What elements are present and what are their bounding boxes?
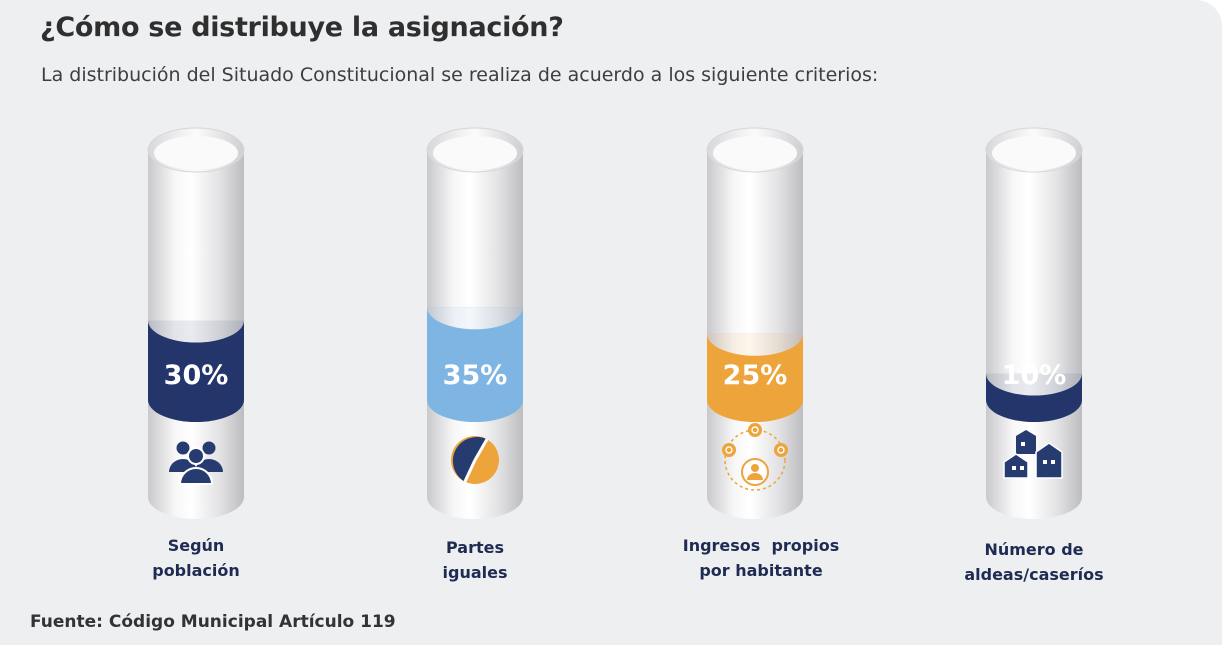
person-head: [202, 441, 216, 455]
category-label: iguales: [443, 563, 508, 582]
data-label: 10%: [1002, 360, 1067, 391]
bar-top-shade: [986, 373, 1082, 396]
cylinder-group: 10% Número de aldeas/caseríos: [964, 127, 1104, 584]
category-label: Según: [168, 536, 225, 555]
pie-divider: [473, 438, 489, 461]
cylinder-opening: [154, 136, 238, 170]
bar: [707, 333, 803, 422]
coin-mark: [777, 446, 785, 454]
house-right: [1035, 442, 1063, 479]
cylinder-base: [148, 475, 244, 519]
cylinder-group: 25% Ingresos propios por habitante: [683, 127, 840, 580]
network-ring: [724, 429, 786, 491]
page-title: ¿Cómo se distribuye la asignación?: [40, 12, 564, 43]
category-label: aldeas/caseríos: [964, 565, 1103, 584]
house-back: [1016, 430, 1036, 454]
cylinder-opening: [433, 136, 517, 170]
person-head: [176, 441, 190, 455]
pie-chart-icon: [451, 436, 499, 484]
people-icon: [169, 441, 223, 485]
cylinder-group: 35% Partes iguales: [426, 127, 524, 582]
source-note: Fuente: Código Municipal Artículo 119: [30, 612, 396, 632]
cylinder-base: [986, 475, 1082, 519]
person-body: [178, 467, 214, 485]
coin-mark: [725, 446, 733, 454]
coin-node: [748, 423, 762, 437]
coin-node: [774, 443, 788, 457]
data-label: 35%: [443, 360, 508, 391]
house-window: [1051, 460, 1055, 464]
cylinder-opening: [992, 136, 1076, 170]
data-label: 25%: [723, 360, 788, 391]
cylinder-base: [427, 475, 523, 519]
coin-node: [722, 443, 736, 457]
cylinder-base: [707, 475, 803, 519]
pie-slice-navy: [452, 436, 487, 482]
page-subtitle: La distribución del Situado Constitucion…: [41, 64, 879, 86]
house-window: [1012, 466, 1016, 470]
coin-mark: [751, 426, 759, 434]
person-head: [187, 447, 205, 465]
house-window: [1043, 460, 1047, 464]
pie-divider: [463, 459, 477, 483]
category-label: por habitante: [699, 561, 823, 580]
category-label: Ingresos propios: [683, 536, 840, 555]
data-label: 30%: [164, 360, 229, 391]
bar: [427, 307, 523, 422]
cylinder-group: 30% Según población: [147, 127, 245, 580]
houses-icon: [1003, 430, 1063, 479]
bar-top-shade: [427, 307, 523, 330]
house-window: [1021, 442, 1025, 446]
category-label: Partes: [446, 538, 504, 557]
house-window: [1020, 466, 1024, 470]
person-head: [751, 464, 759, 472]
cylinder-body: [707, 150, 803, 497]
cylinder-opening: [713, 136, 797, 170]
bar-top-shade: [148, 320, 244, 343]
bar: [148, 320, 244, 422]
category-label: población: [152, 561, 240, 580]
person-body: [747, 473, 763, 480]
income-network-icon: [722, 423, 788, 491]
category-label: Número de: [984, 540, 1083, 559]
bar-top-shade: [707, 333, 803, 356]
